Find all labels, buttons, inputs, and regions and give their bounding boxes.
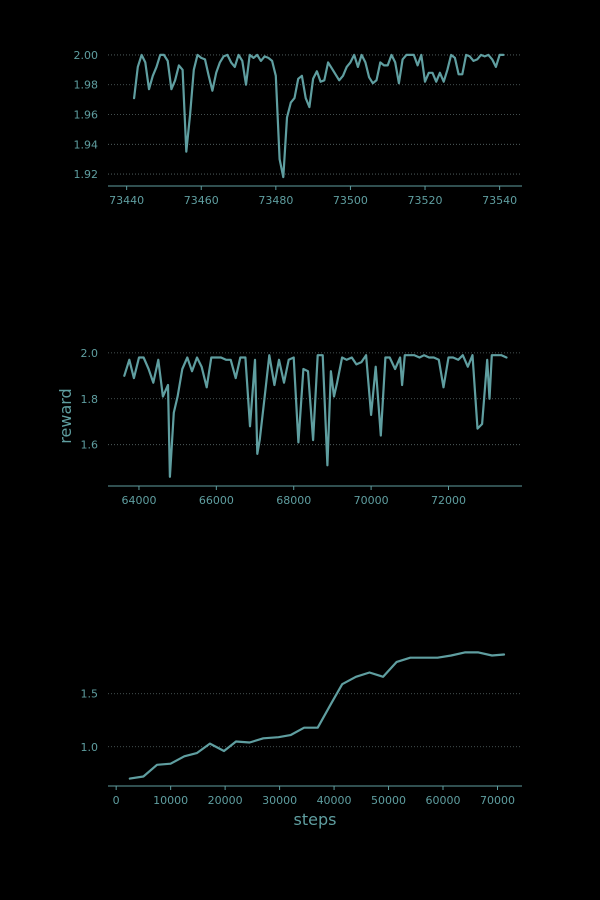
y-tick-label: 1.8 xyxy=(81,393,99,406)
y-tick-label: 1.6 xyxy=(81,439,99,452)
x-tick-label: 73540 xyxy=(482,194,517,207)
y-tick-label: 2.00 xyxy=(74,49,99,62)
y-tick-label: 1.92 xyxy=(74,168,99,181)
chart-panel-2: 1.6 1.8 2.0 64000 66000 68000 70000 72000 reward xyxy=(56,347,522,507)
y-tick-label: 2.0 xyxy=(81,347,99,360)
x-tick-label: 73480 xyxy=(258,194,293,207)
x-tick-label: 73440 xyxy=(109,194,144,207)
x-tick-label: 73500 xyxy=(333,194,368,207)
x-tick-label: 73460 xyxy=(184,194,219,207)
x-tick-label: 30000 xyxy=(262,794,297,807)
series-line-1 xyxy=(123,354,508,478)
y-tick-label: 1.5 xyxy=(81,688,99,701)
x-tick-label: 20000 xyxy=(208,794,243,807)
y-tick-label: 1.98 xyxy=(74,79,99,92)
x-axis-title: steps xyxy=(294,810,337,829)
x-tick-label: 72000 xyxy=(431,494,466,507)
chart-panel-3: 1.0 1.5 0 10000 20000 30000 40000 50000 60000 700… xyxy=(81,651,522,829)
x-tick-label: 66000 xyxy=(199,494,234,507)
x-tick-label: 68000 xyxy=(276,494,311,507)
y-tick-label: 1.0 xyxy=(81,741,99,754)
x-tick-label: 73520 xyxy=(408,194,443,207)
x-tick-label: 50000 xyxy=(371,794,406,807)
x-tick-label: 70000 xyxy=(480,794,515,807)
series-line-1 xyxy=(133,53,505,179)
series-line-1 xyxy=(128,651,506,780)
x-tick-label: 10000 xyxy=(153,794,188,807)
y-tick-label: 1.96 xyxy=(74,109,99,122)
y-axis-title: reward xyxy=(56,388,75,443)
y-tick-label: 1.94 xyxy=(74,138,99,151)
x-tick-label: 40000 xyxy=(317,794,352,807)
chart-panel-1: 1.92 1.94 1.96 1.98 2.00 73440 73460 73480 73500… xyxy=(74,49,522,207)
x-tick-label: 0 xyxy=(113,794,120,807)
x-tick-label: 64000 xyxy=(121,494,156,507)
x-tick-label: 70000 xyxy=(354,494,389,507)
x-tick-label: 60000 xyxy=(426,794,461,807)
